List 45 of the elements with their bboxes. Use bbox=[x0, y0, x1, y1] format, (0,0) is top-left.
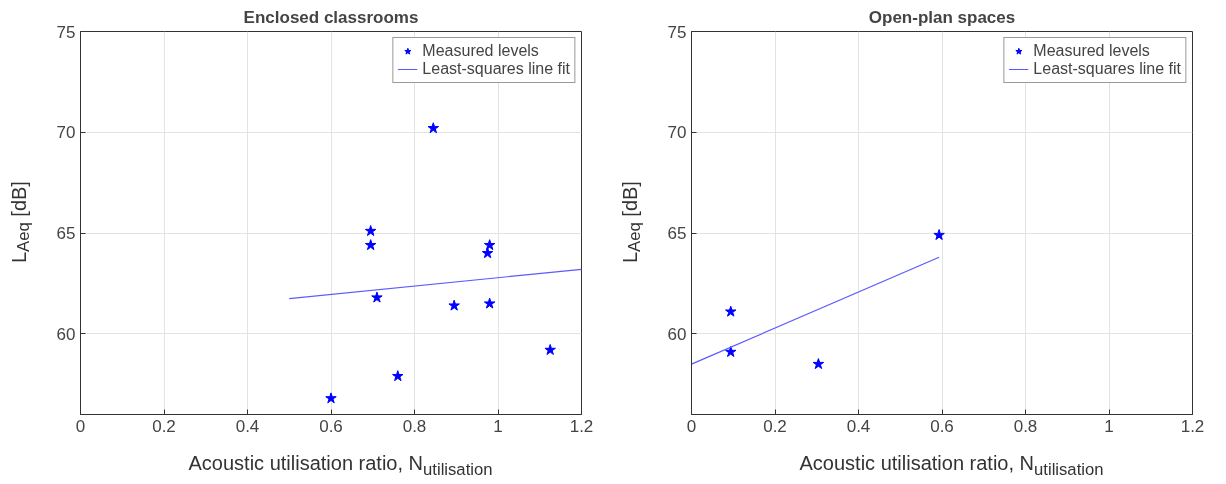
y-tick-label: 60 bbox=[56, 324, 76, 344]
x-axis-title: Acoustic utilisation ratio, N$_{utilisation}$ bbox=[799, 451, 1104, 481]
point bbox=[544, 343, 556, 355]
x-tick-label: 0.2 bbox=[763, 416, 787, 436]
point bbox=[427, 122, 440, 134]
x-tick-label: 0.8 bbox=[402, 416, 427, 436]
x-tick-label: 0.8 bbox=[1013, 416, 1038, 436]
point bbox=[392, 370, 404, 382]
point bbox=[812, 358, 825, 370]
legend-label: Measured levels bbox=[1033, 42, 1150, 60]
x-tick-label: 1 bbox=[1104, 416, 1114, 436]
y-tick-label: 70 bbox=[667, 123, 687, 143]
y-tick-label: 65 bbox=[56, 224, 76, 244]
chart-title: Enclosed classrooms bbox=[243, 7, 419, 27]
point bbox=[483, 297, 496, 309]
point bbox=[933, 229, 945, 241]
legend-label: Measured levels bbox=[422, 42, 539, 60]
point bbox=[725, 346, 737, 357]
y-tick-label: 70 bbox=[56, 123, 76, 143]
point bbox=[364, 239, 377, 251]
y-tick-label: 75 bbox=[56, 22, 76, 42]
point bbox=[371, 291, 383, 303]
point bbox=[448, 299, 460, 311]
point bbox=[325, 392, 337, 404]
x-tick-label: 0.4 bbox=[235, 416, 260, 436]
x-axis-title: Acoustic utilisation ratio, N$_{utilisation}$ bbox=[188, 451, 493, 481]
legend-label: Least-squares line fit bbox=[422, 60, 570, 78]
x-tick-label: 1 bbox=[493, 416, 503, 436]
point bbox=[483, 239, 496, 251]
x-tick-label: 1.2 bbox=[1180, 416, 1205, 436]
chart-title: Open-plan spaces bbox=[868, 7, 1016, 27]
x-tick-label: 0.6 bbox=[930, 416, 954, 436]
y-tick-label: 65 bbox=[667, 224, 687, 244]
x-tick-label: 0.6 bbox=[319, 416, 343, 436]
y-tick-label: 60 bbox=[667, 324, 687, 344]
x-tick-label: 1.2 bbox=[569, 416, 594, 436]
x-tick-label: 0.4 bbox=[846, 416, 871, 436]
legend-label: Least-squares line fit bbox=[1033, 60, 1181, 78]
x-tick-label: 0 bbox=[686, 416, 697, 436]
point bbox=[725, 305, 737, 317]
y-tick-label: 75 bbox=[667, 22, 687, 42]
point bbox=[364, 225, 377, 237]
point bbox=[481, 247, 494, 259]
x-tick-label: 0.2 bbox=[152, 416, 176, 436]
x-tick-label: 0 bbox=[75, 416, 86, 436]
